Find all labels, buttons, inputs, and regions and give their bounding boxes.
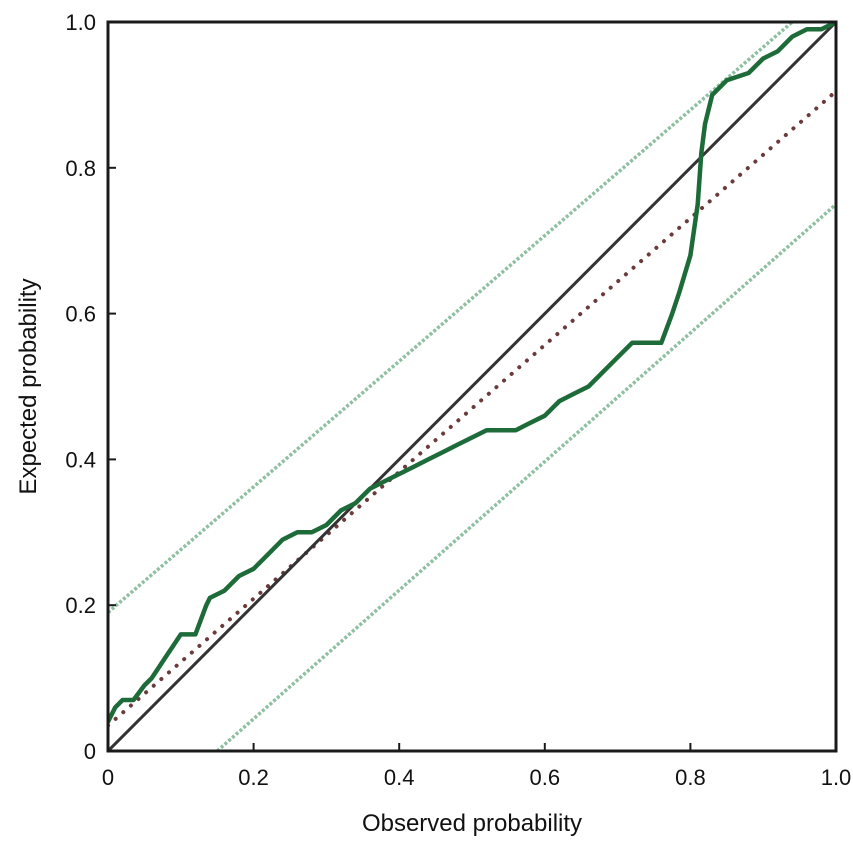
ideal-reference-line-1	[108, 22, 836, 751]
x-tick-label: 0.6	[530, 765, 561, 790]
y-tick-label: 0.6	[65, 302, 96, 327]
ticks-layer: 0 0.2 0.4 0.6 0.8 1.0 0 0.2 0.4 0.6 0.8 1.0	[65, 10, 851, 790]
y-tick-label: 0	[84, 739, 96, 764]
y-tick-label: 0.2	[65, 593, 96, 618]
x-tick-label: 1.0	[821, 765, 852, 790]
confidence-bound-4	[216, 202, 836, 751]
x-tick-label: 0.4	[384, 765, 415, 790]
y-tick-label: 0.4	[65, 447, 96, 472]
fitted-line-2	[108, 89, 836, 728]
x-tick-label: 0	[102, 765, 114, 790]
calibration-curve-0	[108, 22, 836, 725]
x-tick-label: 0.8	[675, 765, 706, 790]
y-tick-label: 1.0	[65, 10, 96, 35]
x-axis-title: Observed probability	[362, 810, 582, 837]
x-tick-label: 0.2	[238, 765, 269, 790]
plot-frame	[106, 20, 838, 753]
y-tick-label: 0.8	[65, 156, 96, 181]
series-layer	[108, 22, 836, 751]
y-axis-title: Expected probability	[15, 278, 42, 494]
confidence-bound-3	[108, 22, 794, 614]
